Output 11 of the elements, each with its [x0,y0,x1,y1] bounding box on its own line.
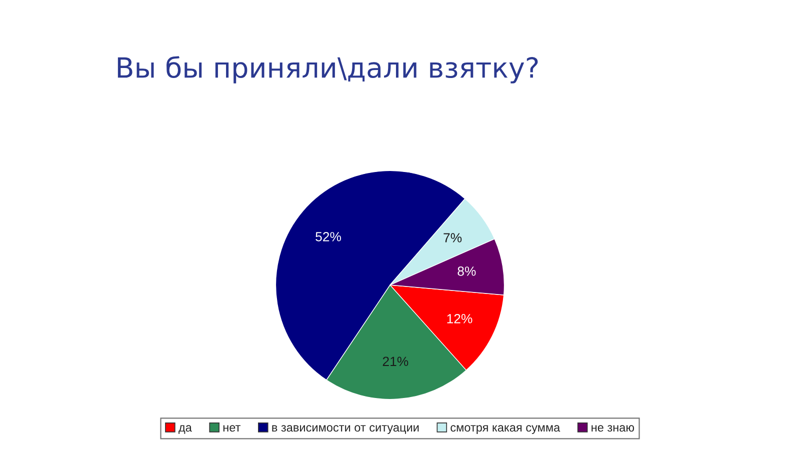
legend-label: смотря какая сумма [450,425,560,434]
chart-title: Вы бы приняли\дали взятку? [118,56,538,84]
data-label: 21% [382,356,408,366]
legend-label: в зависимости от ситуации [272,425,419,434]
data-label: 8% [458,266,476,276]
legend-label: не знаю [592,425,634,432]
data-label: 7% [444,233,462,242]
data-label: 52% [316,232,341,242]
legend-label: да [178,425,192,434]
legend-label: нет [223,425,240,432]
data-label: 12% [447,314,472,324]
